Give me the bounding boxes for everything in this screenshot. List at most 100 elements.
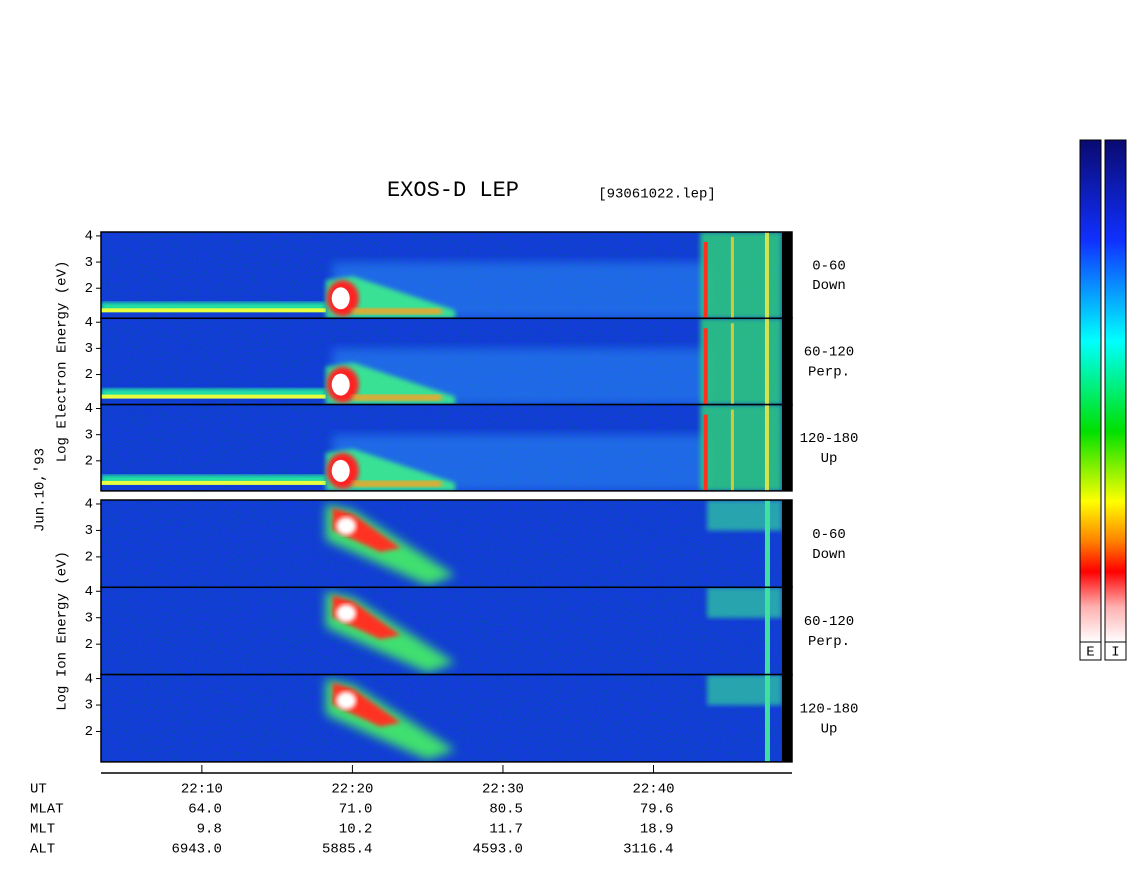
y-tick-label: 4 bbox=[85, 401, 93, 417]
right-region bbox=[700, 404, 782, 491]
right-region bbox=[707, 674, 782, 706]
spectrogram-panel bbox=[100, 231, 793, 320]
orbit-value: 3116.4 bbox=[623, 842, 673, 858]
orbit-value: 10.2 bbox=[339, 822, 373, 838]
chart-title: EXOS-D LEP bbox=[387, 178, 519, 203]
panel-label: 120-180 bbox=[800, 701, 859, 717]
black-strip bbox=[782, 587, 792, 675]
black-strip bbox=[782, 318, 792, 405]
right-region bbox=[707, 500, 782, 531]
right-region bbox=[700, 318, 782, 405]
y-tick-label: 2 bbox=[85, 724, 93, 740]
y-tick-label: 4 bbox=[85, 229, 93, 245]
spectrogram-panel bbox=[100, 586, 793, 676]
black-strip bbox=[782, 404, 792, 491]
panel-direction: Up bbox=[821, 451, 838, 467]
ion-core bbox=[336, 604, 357, 623]
y-tick-label: 2 bbox=[85, 367, 93, 383]
colorbar-label-box bbox=[1079, 641, 1102, 661]
burst-core bbox=[331, 287, 350, 310]
burst-core bbox=[331, 459, 350, 482]
panel-label: 60-120 bbox=[804, 345, 854, 361]
y-tick-label: 4 bbox=[85, 671, 93, 687]
y-tick-label: 3 bbox=[85, 610, 93, 626]
band bbox=[101, 302, 326, 312]
panel-frame bbox=[100, 673, 793, 763]
black-strip bbox=[782, 674, 792, 762]
panel-direction: Down bbox=[812, 547, 846, 563]
band bbox=[352, 308, 442, 315]
orbit-value: 4593.0 bbox=[473, 842, 523, 858]
edge bbox=[764, 674, 770, 762]
burst bbox=[325, 448, 456, 491]
edge bbox=[764, 587, 770, 675]
y-axis-label: Log Ion Energy (eV) bbox=[55, 551, 71, 711]
panel-image bbox=[101, 587, 782, 675]
y-tick-label: 4 bbox=[85, 315, 93, 331]
row-name: ALT bbox=[30, 842, 55, 858]
spectrogram-panel bbox=[100, 673, 793, 763]
burst bbox=[325, 276, 456, 319]
black-strip bbox=[782, 232, 792, 319]
panel-image bbox=[101, 318, 782, 405]
ion-core bbox=[336, 691, 357, 710]
chart-subtitle: [93061022.lep] bbox=[598, 187, 716, 203]
y-axis-label: Log Electron Energy (eV) bbox=[55, 261, 71, 463]
streak bbox=[730, 323, 734, 405]
spectrogram-panel bbox=[100, 403, 793, 492]
y-tick-label: 3 bbox=[85, 698, 93, 714]
panel-image bbox=[101, 674, 782, 762]
y-tick-label: 2 bbox=[85, 454, 93, 470]
streak bbox=[703, 414, 708, 491]
y-tick-label: 3 bbox=[85, 341, 93, 357]
band bbox=[101, 308, 326, 313]
colorbar-label: I bbox=[1111, 645, 1119, 661]
panel-image bbox=[101, 404, 782, 491]
band bbox=[101, 388, 326, 398]
colorbar-label: E bbox=[1086, 645, 1094, 661]
y-tick-label: 3 bbox=[85, 523, 93, 539]
band bbox=[352, 480, 442, 487]
orbit-value: 18.9 bbox=[640, 822, 674, 838]
orbit-value: 5885.4 bbox=[322, 842, 372, 858]
black-strip bbox=[782, 500, 792, 588]
spectrogram-panel bbox=[100, 317, 793, 406]
y-tick-label: 2 bbox=[85, 637, 93, 653]
orbit-value: 6943.0 bbox=[171, 842, 221, 858]
row-name: MLAT bbox=[30, 802, 64, 818]
colorbar bbox=[1079, 139, 1102, 643]
orbit-value: 9.8 bbox=[197, 822, 222, 838]
row-name: MLT bbox=[30, 822, 55, 838]
x-tick-label: 22:40 bbox=[632, 782, 674, 798]
orbit-value: 80.5 bbox=[489, 802, 523, 818]
streak bbox=[703, 242, 708, 319]
x-tick-label: 22:30 bbox=[482, 782, 524, 798]
right-region bbox=[700, 232, 782, 319]
y-tick-label: 4 bbox=[85, 497, 93, 513]
panel-label: 60-120 bbox=[804, 614, 854, 630]
spectrogram-panel bbox=[100, 499, 793, 589]
band bbox=[352, 394, 442, 401]
panel-direction: Down bbox=[812, 278, 846, 294]
streak bbox=[703, 328, 708, 405]
x-tick-label: 22:10 bbox=[181, 782, 223, 798]
y-tick-label: 2 bbox=[85, 550, 93, 566]
row-name: UT bbox=[30, 782, 47, 798]
panel-direction: Up bbox=[821, 721, 838, 737]
edge bbox=[764, 500, 770, 588]
colorbar bbox=[1104, 139, 1127, 643]
band bbox=[101, 480, 326, 485]
streak bbox=[764, 404, 769, 491]
panel-direction: Perp. bbox=[808, 365, 850, 381]
panel-label: 0-60 bbox=[812, 258, 846, 274]
panel-image bbox=[101, 232, 782, 319]
orbit-value: 79.6 bbox=[640, 802, 674, 818]
ion-core bbox=[336, 517, 357, 535]
panel-label: 0-60 bbox=[812, 527, 846, 543]
y-tick-label: 4 bbox=[85, 584, 93, 600]
panel-frame bbox=[100, 403, 793, 492]
band bbox=[101, 394, 326, 399]
y-tick-label: 3 bbox=[85, 255, 93, 271]
burst bbox=[325, 362, 456, 405]
